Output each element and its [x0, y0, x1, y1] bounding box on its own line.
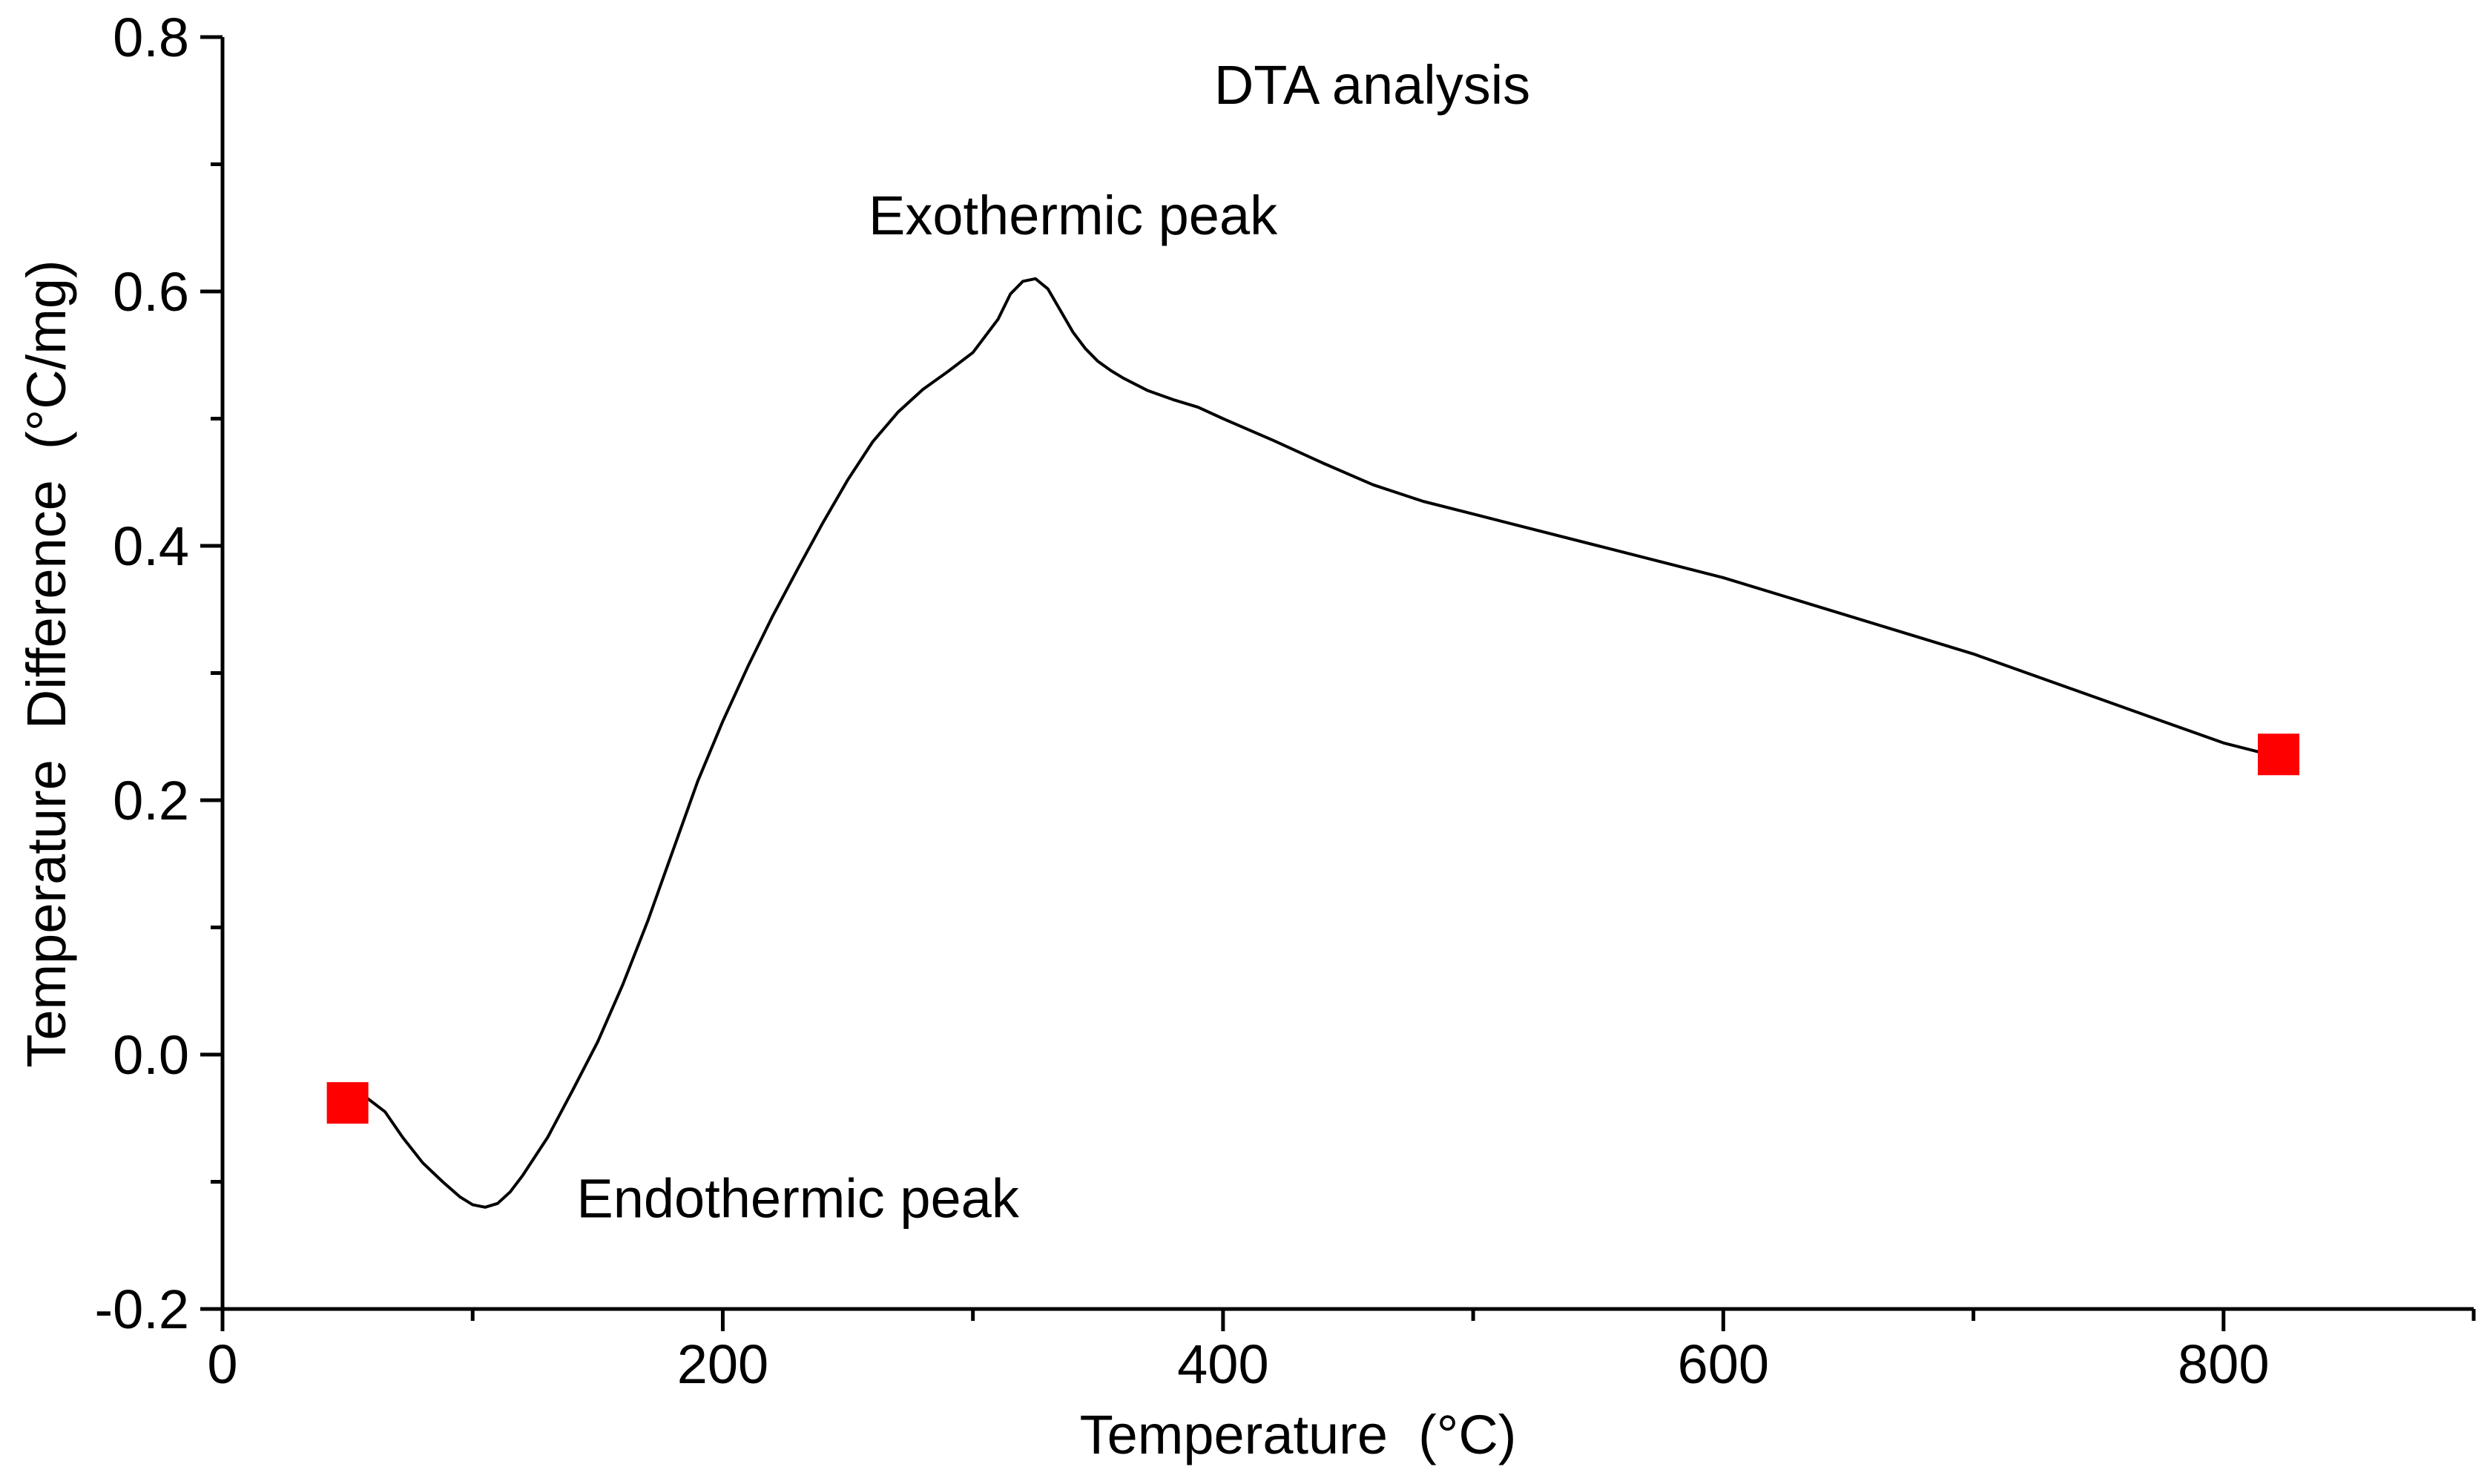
- axes: -0.2 0.0 0.2 0.4 0.6 0.8 0 200 400 600 800: [94, 7, 2476, 1395]
- y-tick-label: 0.4: [113, 515, 189, 577]
- y-tick-label: 0.2: [113, 770, 189, 831]
- x-tick-label: 600: [1678, 1333, 1769, 1395]
- x-tick-label: 400: [1177, 1333, 1268, 1395]
- chart-title: DTA analysis: [1214, 54, 1530, 116]
- peak-annotation: Endothermic peak: [576, 1168, 1019, 1230]
- x-axis-title: Temperature (°C): [1080, 1404, 1517, 1465]
- peak-annotation: Exothermic peak: [869, 185, 1278, 246]
- endpoint-marker: [326, 1082, 369, 1124]
- y-ticks: -0.2 0.0 0.2 0.4 0.6 0.8: [94, 7, 223, 1340]
- x-tick-label: 800: [2178, 1333, 2269, 1395]
- y-tick-label: -0.2: [94, 1279, 189, 1340]
- annotations: Exothermic peak Endothermic peak: [576, 185, 1278, 1230]
- plot-area: [326, 277, 2299, 1209]
- series-line-dta: [358, 277, 2276, 1209]
- y-tick-label: 0.8: [113, 7, 189, 68]
- x-ticks: 0 200 400 600 800: [207, 1309, 2476, 1395]
- y-axis-title: Temperature Difference (°C/mg): [16, 260, 77, 1067]
- x-tick-label: 0: [207, 1333, 237, 1395]
- endpoint-marker: [2257, 733, 2299, 776]
- y-tick-label: 0.6: [113, 261, 189, 323]
- x-tick-label: 200: [677, 1333, 768, 1395]
- y-tick-label: 0.0: [113, 1024, 189, 1086]
